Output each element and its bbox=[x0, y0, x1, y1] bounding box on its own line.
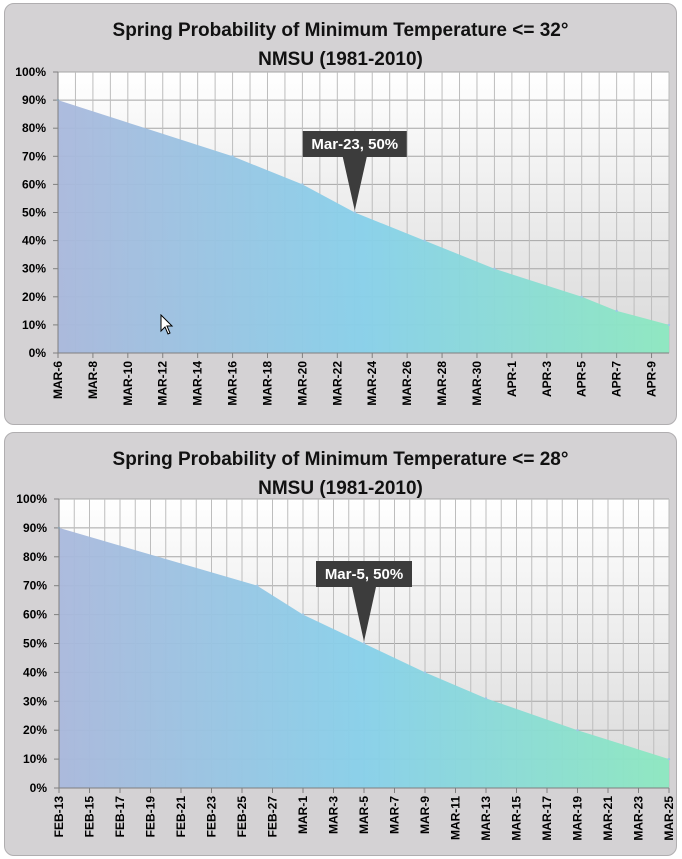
y-tick-label: 10% bbox=[23, 752, 47, 766]
data-point bbox=[301, 613, 305, 616]
x-tick-label: MAR-20 bbox=[295, 361, 309, 406]
x-tick-label: APR-1 bbox=[505, 361, 519, 397]
y-tick-label: 100% bbox=[16, 492, 47, 506]
x-tick-label: MAR-23 bbox=[632, 796, 646, 841]
data-point bbox=[580, 295, 583, 298]
chart-subtitle: NMSU (1981-2010) bbox=[258, 478, 423, 499]
data-point bbox=[615, 309, 618, 313]
x-tick-label: APR-7 bbox=[610, 361, 624, 397]
chart-title: Spring Probability of Minimum Temperatur… bbox=[112, 20, 569, 41]
x-tick-label: FEB-13 bbox=[52, 796, 66, 838]
data-point bbox=[484, 697, 488, 700]
x-tick-label: MAR-17 bbox=[540, 796, 554, 841]
data-point bbox=[231, 155, 234, 158]
y-tick-label: 90% bbox=[23, 521, 47, 535]
x-tick-label: MAR-28 bbox=[435, 361, 449, 406]
annotation-label: Mar-23, 50% bbox=[311, 136, 398, 153]
chart-subtitle: NMSU (1981-2010) bbox=[258, 49, 423, 70]
x-tick-label: MAR-3 bbox=[327, 796, 341, 834]
x-tick-label: MAR-11 bbox=[449, 796, 463, 840]
x-tick-label: MAR-10 bbox=[121, 361, 135, 406]
y-tick-label: 40% bbox=[23, 665, 47, 679]
y-tick-label: 0% bbox=[29, 346, 47, 360]
x-tick-label: MAR-7 bbox=[388, 796, 402, 834]
data-point bbox=[423, 671, 427, 674]
x-tick-label: MAR-15 bbox=[510, 796, 524, 841]
x-tick-label: MAR-13 bbox=[479, 796, 493, 841]
x-tick-label: MAR-22 bbox=[330, 361, 344, 406]
y-tick-label: 0% bbox=[30, 781, 48, 795]
x-tick-label: APR-3 bbox=[540, 361, 554, 397]
data-point bbox=[576, 729, 579, 732]
x-tick-label: MAR-18 bbox=[260, 361, 274, 406]
y-tick-label: 30% bbox=[22, 262, 46, 276]
y-tick-label: 40% bbox=[22, 234, 46, 248]
x-tick-label: MAR-30 bbox=[470, 361, 484, 406]
y-tick-label: 50% bbox=[22, 206, 46, 220]
data-point bbox=[362, 642, 366, 645]
mouse-cursor-icon bbox=[160, 314, 174, 335]
y-tick-label: 60% bbox=[23, 608, 47, 622]
chart-panel-32: Spring Probability of Minimum Temperatur… bbox=[4, 3, 677, 425]
x-tick-label: APR-5 bbox=[575, 361, 589, 397]
y-tick-label: 90% bbox=[22, 93, 46, 107]
data-point bbox=[353, 211, 356, 214]
x-tick-label: FEB-19 bbox=[144, 796, 158, 838]
annotation-box bbox=[302, 131, 407, 157]
x-tick-label: FEB-25 bbox=[235, 796, 249, 838]
area-series bbox=[58, 100, 669, 353]
y-tick-label: 80% bbox=[23, 550, 47, 564]
chart-area-32: 0% 10% 20% 30% 40% 50% 60% 70% 80% 90% 100% MAR-6 MA… bbox=[15, 65, 671, 406]
x-tick-label: MAR-26 bbox=[400, 361, 414, 406]
x-tick-label: MAR-6 bbox=[51, 361, 65, 399]
x-tick-label: MAR-21 bbox=[601, 796, 615, 841]
x-tick-label: MAR-16 bbox=[226, 361, 240, 406]
y-tick-label: 10% bbox=[22, 318, 46, 332]
x-tick-label: MAR-1 bbox=[296, 796, 310, 834]
x-tick-label: MAR-24 bbox=[365, 361, 379, 406]
y-tick-label: 70% bbox=[22, 149, 46, 163]
y-tick-label: 20% bbox=[22, 290, 46, 304]
x-tick-label: APR-9 bbox=[645, 361, 659, 397]
x-tick-label: FEB-17 bbox=[113, 796, 127, 838]
x-tick-label: FEB-21 bbox=[174, 796, 188, 838]
chart-area-28: 0% 10% 20% 30% 40% 50% 60% 70% 80% 90% 100% FEB-13 F… bbox=[16, 492, 676, 841]
y-tick-label: 80% bbox=[22, 121, 46, 135]
x-tick-label: MAR-19 bbox=[571, 796, 585, 841]
y-tick-label: 20% bbox=[23, 723, 47, 737]
data-point bbox=[667, 323, 671, 327]
area-series bbox=[59, 527, 669, 788]
annotation-box bbox=[316, 561, 412, 587]
x-tick-label: MAR-9 bbox=[418, 796, 432, 834]
y-tick-label: 100% bbox=[15, 65, 46, 79]
chart-title: Spring Probability of Minimum Temperatur… bbox=[112, 449, 569, 470]
x-tick-label: MAR-25 bbox=[662, 796, 676, 841]
y-tick-label: 50% bbox=[23, 637, 47, 651]
data-point bbox=[256, 584, 259, 587]
data-point bbox=[667, 757, 671, 761]
x-tick-label: MAR-5 bbox=[357, 796, 371, 834]
data-point bbox=[301, 183, 304, 186]
y-tick-label: 60% bbox=[22, 177, 46, 191]
annotation-label: Mar-5, 50% bbox=[325, 566, 403, 583]
y-tick-label: 30% bbox=[23, 694, 47, 708]
y-tick-label: 70% bbox=[23, 579, 47, 593]
data-point bbox=[423, 239, 426, 242]
x-tick-label: FEB-23 bbox=[205, 796, 219, 838]
x-tick-label: FEB-15 bbox=[83, 796, 97, 838]
x-tick-label: MAR-12 bbox=[156, 361, 170, 406]
x-tick-label: FEB-27 bbox=[266, 796, 280, 838]
annotation-pointer bbox=[342, 157, 367, 211]
x-tick-label: MAR-14 bbox=[191, 361, 205, 406]
chart-panel-28: Spring Probability of Minimum Temperatur… bbox=[4, 432, 677, 856]
data-point bbox=[493, 267, 496, 270]
annotation-pointer bbox=[352, 587, 376, 642]
x-tick-label: MAR-8 bbox=[86, 361, 100, 399]
